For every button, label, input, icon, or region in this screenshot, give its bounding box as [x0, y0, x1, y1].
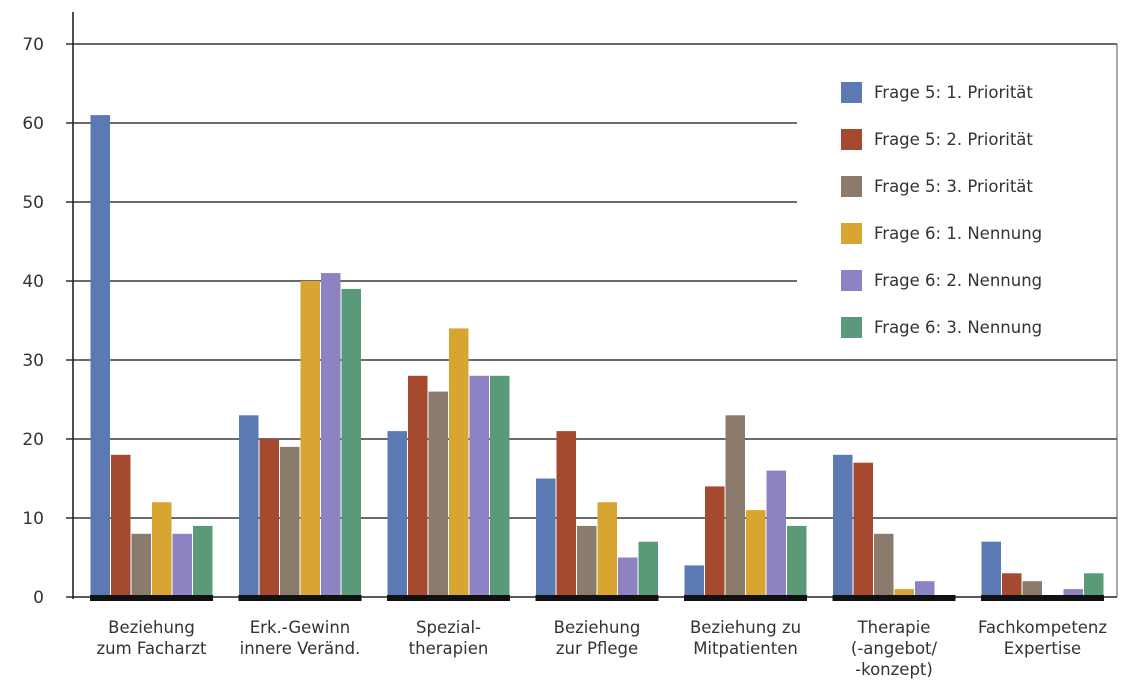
- y-tick-label: 0: [33, 588, 44, 608]
- legend-swatch: [841, 270, 862, 291]
- bars: [90, 115, 1104, 597]
- bar: [874, 533, 894, 597]
- legend-swatch: [841, 129, 862, 150]
- x-category-label: Beziehung: [554, 618, 641, 637]
- bar: [387, 431, 407, 597]
- legend: Frage 5: 1. Priorität Frage 5: 2. Priorit…: [841, 82, 1042, 338]
- legend-label: Frage 5: 2. Priorität: [874, 130, 1033, 149]
- bar: [853, 462, 873, 597]
- y-tick-label: 60: [22, 114, 44, 134]
- x-category-label: Beziehung zu: [690, 618, 801, 637]
- baseline-segment: [981, 595, 1104, 601]
- bar: [131, 533, 151, 597]
- bar: [833, 454, 853, 597]
- x-category-label: (-angebot/: [851, 639, 938, 658]
- y-tick-label: 40: [22, 272, 44, 292]
- bar: [894, 589, 914, 597]
- bar: [341, 288, 361, 597]
- baseline-segment: [90, 595, 213, 601]
- legend-swatch: [841, 82, 862, 103]
- bar: [556, 431, 576, 597]
- bar: [638, 541, 658, 597]
- bar: [469, 375, 489, 597]
- y-tick-label: 10: [22, 509, 44, 529]
- bar: [597, 502, 617, 597]
- bar: [193, 525, 213, 597]
- bar: [1063, 589, 1083, 597]
- bar: [239, 415, 259, 597]
- x-category-label: Erk.-Gewinn: [250, 618, 351, 637]
- baseline-segment: [684, 595, 807, 601]
- legend-label: Frage 5: 1. Priorität: [874, 83, 1033, 102]
- bar: [321, 273, 341, 597]
- x-category-label: innere Veränd.: [240, 639, 361, 658]
- bar: [536, 478, 556, 597]
- legend-swatch: [841, 223, 862, 244]
- bar: [172, 533, 192, 597]
- x-category-label: Fachkompetenz: [978, 618, 1107, 637]
- bar: [746, 510, 766, 597]
- bar: [766, 470, 786, 597]
- baseline-segment: [387, 595, 510, 601]
- bar: [280, 446, 300, 597]
- legend-label: Frage 6: 1. Nennung: [874, 224, 1042, 243]
- axes: 0 10 20 30 40 50 60 70 Beziehung zum Facharzt Erk.…: [22, 12, 1118, 679]
- legend-swatch: [841, 317, 862, 338]
- bar: [915, 581, 935, 597]
- bar: [428, 391, 448, 597]
- bar: [981, 541, 1001, 597]
- bar: [300, 281, 320, 597]
- baseline-segment: [832, 595, 956, 601]
- x-category-label: Spezial-: [416, 618, 481, 637]
- x-category-label: zur Pflege: [556, 639, 638, 658]
- bar: [705, 486, 725, 597]
- baseline-segment: [238, 595, 362, 601]
- bar: [1084, 573, 1104, 597]
- bar: [90, 115, 110, 597]
- bar: [449, 328, 469, 597]
- x-category-label: zum Facharzt: [96, 639, 207, 658]
- y-tick-label: 30: [22, 351, 44, 371]
- bar: [1022, 581, 1042, 597]
- legend-label: Frage 6: 3. Nennung: [874, 318, 1042, 337]
- x-category-label: -konzept): [855, 660, 933, 679]
- bar: [787, 525, 807, 597]
- x-category-label: Beziehung: [108, 618, 195, 637]
- bar: [259, 439, 279, 597]
- bar: [111, 454, 131, 597]
- bar: [408, 375, 428, 597]
- x-category-label: Therapie: [857, 618, 931, 637]
- legend-swatch: [841, 176, 862, 197]
- y-tick-label: 50: [22, 193, 44, 213]
- legend-label: Frage 5: 3. Priorität: [874, 177, 1033, 196]
- x-category-label: therapien: [409, 639, 489, 658]
- bar: [618, 557, 638, 597]
- x-category-label: Expertise: [1004, 639, 1081, 658]
- y-tick-label: 20: [22, 430, 44, 450]
- x-category-label: Mitpatienten: [693, 639, 798, 658]
- baseline-segment: [535, 595, 659, 601]
- bar: [684, 565, 704, 597]
- bar: [725, 415, 745, 597]
- y-tick-label: 70: [22, 35, 44, 55]
- bar: [152, 502, 172, 597]
- legend-label: Frage 6: 2. Nennung: [874, 271, 1042, 290]
- bar: [577, 525, 597, 597]
- bar: [490, 375, 510, 597]
- bar: [1002, 573, 1022, 597]
